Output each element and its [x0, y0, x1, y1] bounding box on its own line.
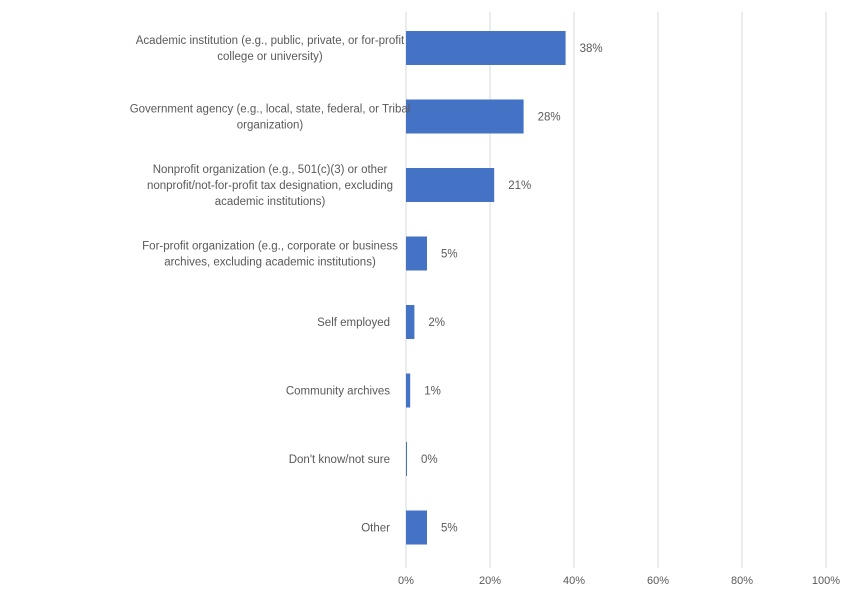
- category-label: Nonprofit organization (e.g., 501(c)(3) …: [153, 164, 388, 176]
- category-label: Government agency (e.g., local, state, f…: [130, 104, 411, 116]
- bar: [406, 99, 524, 134]
- data-label: 2%: [428, 317, 445, 329]
- bar: [406, 510, 427, 545]
- category-label: Academic institution (e.g., public, priv…: [136, 35, 405, 47]
- data-label: 1%: [424, 386, 441, 398]
- category-label: nonprofit/not-for-profit tax designation…: [147, 180, 393, 192]
- category-label: academic institutions): [215, 196, 326, 208]
- category-label: Self employed: [317, 317, 390, 329]
- bar: [406, 305, 415, 339]
- category-label: Don't know/not sure: [289, 454, 390, 466]
- x-tick-label: 60%: [647, 575, 669, 587]
- bar: [406, 168, 495, 202]
- x-tick-label: 100%: [812, 575, 840, 587]
- category-label: organization): [237, 120, 304, 132]
- x-tick-label: 20%: [479, 575, 501, 587]
- bar: [406, 236, 427, 271]
- x-tick-label: 0%: [398, 575, 414, 587]
- data-label: 28%: [538, 112, 561, 124]
- bar: [406, 373, 411, 408]
- data-label: 5%: [441, 249, 458, 261]
- data-label: 5%: [441, 523, 458, 535]
- category-label: For-profit organization (e.g., corporate…: [142, 241, 398, 253]
- bar: [406, 442, 407, 476]
- bar: [406, 31, 566, 65]
- category-label: Community archives: [286, 386, 390, 398]
- x-tick-label: 80%: [731, 575, 753, 587]
- data-label: 0%: [421, 454, 438, 466]
- x-tick-label: 40%: [563, 575, 585, 587]
- category-label: college or university): [217, 51, 323, 63]
- category-label: archives, excluding academic institution…: [164, 257, 376, 269]
- data-label: 21%: [508, 180, 531, 192]
- data-label: 38%: [580, 43, 603, 55]
- category-label: Other: [361, 523, 390, 535]
